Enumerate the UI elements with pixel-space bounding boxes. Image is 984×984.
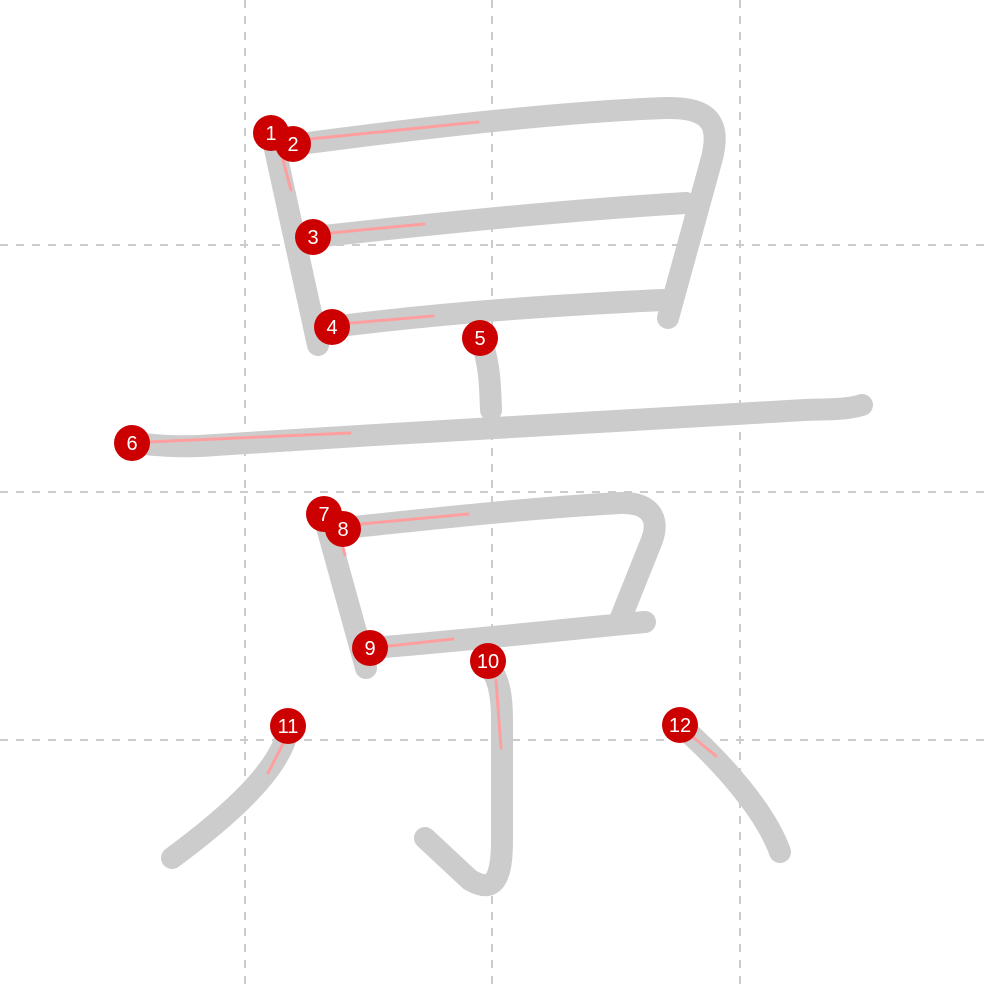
stroke-number-marker-10: 10	[470, 643, 506, 679]
hint-line-4	[338, 314, 435, 326]
stroke-1	[262, 129, 329, 356]
hint-line-3	[318, 222, 426, 236]
stroke-4	[321, 289, 673, 338]
marker-number: 8	[337, 519, 348, 541]
stroke-11	[161, 719, 299, 869]
marker-number: 9	[364, 638, 375, 660]
marker-number: 10	[477, 651, 499, 673]
stroke-6	[123, 394, 873, 458]
marker-circle	[270, 708, 306, 744]
marker-number: 7	[318, 504, 329, 526]
stroke-number-marker-11: 11	[270, 708, 306, 744]
stroke-number-marker-6: 6	[114, 425, 150, 461]
marker-number: 2	[287, 134, 298, 156]
stroke-8	[333, 492, 666, 631]
hint-line-11	[266, 736, 288, 775]
marker-number: 5	[474, 328, 485, 350]
stroke-3	[303, 192, 697, 248]
marker-circle	[462, 320, 498, 356]
stroke-number-marker-3: 3	[295, 219, 331, 255]
stroke-number-marker-9: 9	[352, 630, 388, 666]
stroke-number-marker-2: 2	[275, 126, 311, 162]
marker-circle	[295, 219, 331, 255]
marker-circle	[114, 425, 150, 461]
stroke-10	[414, 657, 513, 897]
marker-circle	[662, 707, 698, 743]
character-strokes	[123, 96, 873, 897]
stroke-number-marker-4: 4	[314, 309, 350, 345]
stroke-12	[669, 714, 791, 863]
stroke-number-marker-12: 12	[662, 707, 698, 743]
hint-line-6	[146, 431, 352, 444]
hint-line-9	[378, 637, 455, 649]
marker-circle	[325, 511, 361, 547]
marker-circle	[275, 126, 311, 162]
marker-number: 11	[278, 716, 299, 738]
stroke-2	[282, 96, 726, 329]
hint-line-10	[494, 678, 503, 750]
hint-line-1	[281, 158, 293, 192]
stroke-number-marker-5: 5	[462, 320, 498, 356]
hint-line-8	[348, 512, 470, 527]
marker-circle	[314, 309, 350, 345]
marker-number: 1	[265, 123, 276, 145]
hint-line-2	[298, 120, 480, 142]
marker-circle	[352, 630, 388, 666]
stroke-hint-lines	[146, 120, 718, 775]
marker-number: 6	[126, 433, 137, 455]
stroke-number-marker-8: 8	[325, 511, 361, 547]
marker-number: 3	[307, 227, 318, 249]
marker-number: 12	[669, 715, 691, 737]
marker-number: 4	[326, 317, 337, 339]
marker-circle	[470, 643, 506, 679]
